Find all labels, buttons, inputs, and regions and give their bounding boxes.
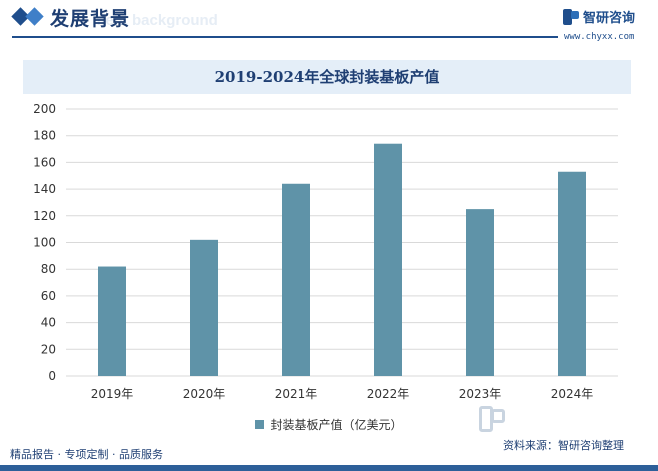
- legend-label: 封装基板产值（亿美元）: [270, 417, 403, 432]
- bar: [282, 183, 310, 376]
- y-tick-label: 120: [33, 209, 56, 223]
- y-tick-label: 20: [41, 342, 56, 356]
- watermark-logo-icon: [479, 406, 505, 432]
- bar: [466, 209, 494, 376]
- x-tick-label: 2023年: [459, 387, 502, 401]
- x-tick-label: 2024年: [551, 387, 594, 401]
- bar: [190, 239, 218, 376]
- bar: [558, 171, 586, 376]
- y-tick-label: 160: [33, 155, 56, 169]
- footer: 精品报告 · 专项定制 · 品质服务 资料来源：智研咨询整理: [0, 437, 658, 471]
- y-tick-label: 140: [33, 182, 56, 196]
- y-tick-label: 40: [41, 316, 56, 330]
- brand: 智研咨询: [563, 7, 635, 26]
- bar: [374, 143, 402, 376]
- bar-chart: 0 20 40 60 80 100 120 140 160 180 200 2019年 2020年 202…: [33, 102, 618, 401]
- footer-tagline: 精品报告 · 专项定制 · 品质服务: [10, 448, 163, 461]
- brand-url: www.chyxx.com: [564, 32, 635, 42]
- brand-logo-icon: [563, 8, 579, 25]
- x-tick-label: 2020年: [183, 387, 226, 401]
- legend-swatch: [255, 419, 265, 429]
- y-tick-label: 80: [41, 262, 56, 276]
- y-tick-label: 0: [48, 369, 56, 383]
- y-tick-label: 100: [33, 236, 56, 250]
- footer-source: 资料来源：智研咨询整理: [503, 439, 624, 452]
- footer-strip: [0, 465, 658, 471]
- diamond-icon: [25, 7, 44, 26]
- x-tick-label: 2022年: [367, 387, 410, 401]
- header-divider: [12, 36, 558, 38]
- section-header: ment background 发展背景: [0, 0, 658, 46]
- brand-name: 智研咨询: [583, 11, 636, 26]
- x-tick-label: 2021年: [275, 387, 318, 401]
- chart-legend: 封装基板产值（亿美元）: [0, 414, 658, 434]
- y-tick-label: 60: [41, 289, 56, 303]
- y-tick-label: 200: [33, 102, 56, 116]
- x-tick-label: 2019年: [91, 387, 134, 401]
- chart-title: 2019-2024年全球封装基板产值: [214, 68, 440, 86]
- header-ghost-text: ment background: [92, 12, 218, 29]
- section-title: 发展背景: [50, 8, 131, 30]
- bar: [98, 266, 126, 376]
- chart-title-bar: 2019-2024年全球封装基板产值: [23, 60, 631, 94]
- y-tick-label: 180: [33, 129, 56, 143]
